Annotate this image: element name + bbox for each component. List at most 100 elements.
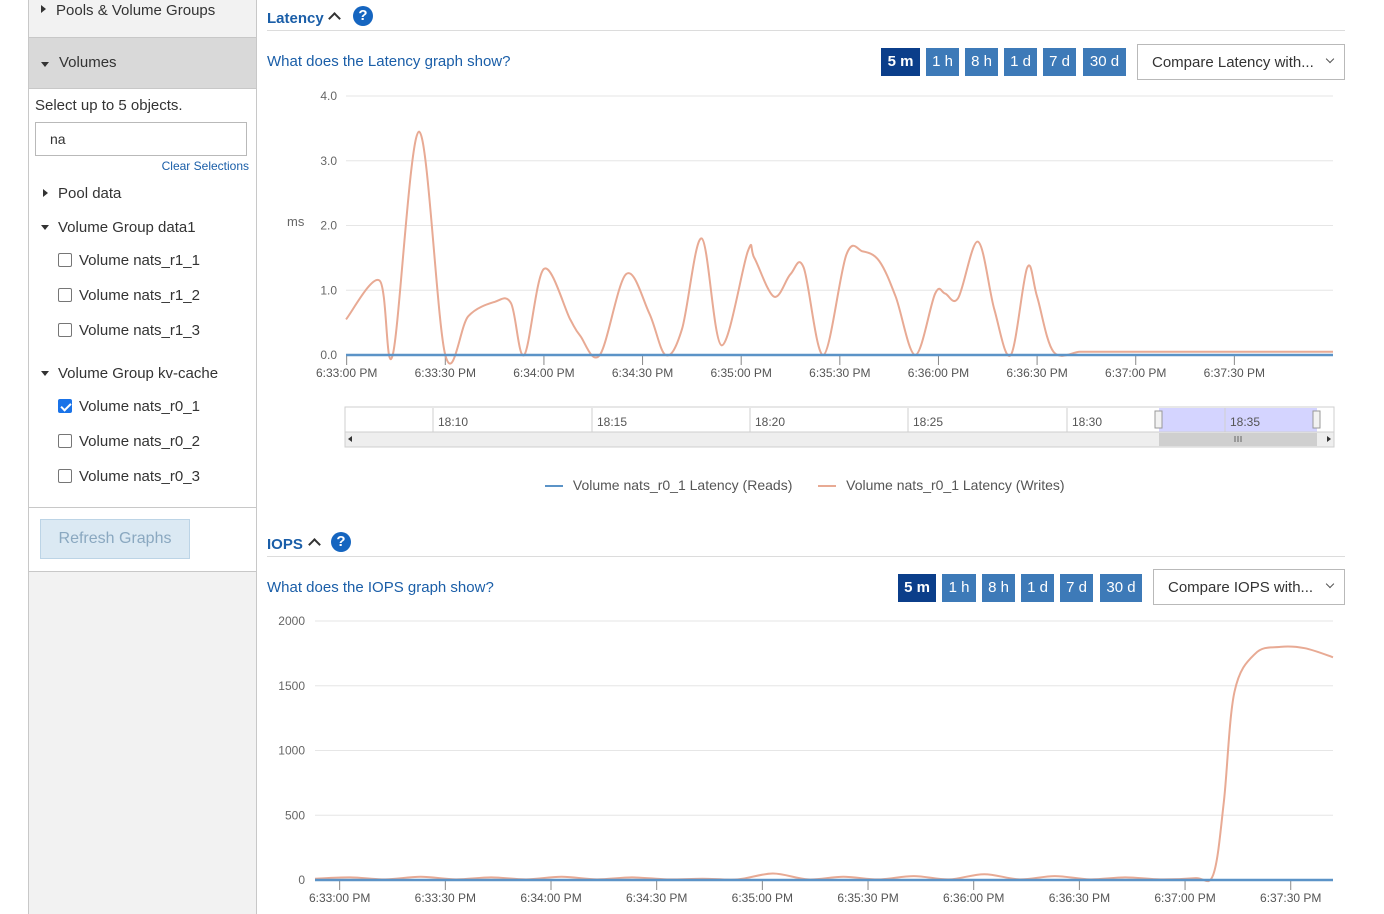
x-tick-label: 6:36:30 PM	[1049, 891, 1110, 905]
volume-label: Volume nats_r0_3	[79, 468, 200, 485]
caret-down-icon	[41, 371, 49, 376]
scroll-right-icon[interactable]	[1327, 436, 1331, 442]
navigator-tick-label: 18:25	[913, 415, 943, 429]
range-5m-button[interactable]: 5 m	[898, 574, 936, 602]
navigator-tick-label: 18:20	[755, 415, 785, 429]
checkbox[interactable]	[58, 323, 72, 337]
y-tick-label: 1.0	[320, 283, 337, 297]
x-tick-label: 6:34:00 PM	[513, 366, 574, 380]
volumes-panel: Select up to 5 objects. Clear Selections…	[29, 89, 256, 508]
tree-node-pool-data[interactable]: Pool data	[29, 181, 256, 207]
range-8h-button[interactable]: 8 h	[982, 574, 1015, 602]
tree-node-label: Volume Group kv-cache	[58, 365, 219, 382]
legend-swatch-reads	[545, 485, 563, 488]
volume-item[interactable]: Volume nats_r0_1	[29, 394, 256, 422]
caret-down-icon	[41, 62, 49, 67]
volume-label: Volume nats_r0_2	[79, 433, 200, 450]
iops-chart: 0 500 1000 1500 2000 6:33:00 PM 6:33:30 PM 6:34…	[278, 614, 1334, 905]
navigator-scrollbar[interactable]	[344, 431, 1335, 448]
tree-node-volume-group-data1[interactable]: Volume Group data1	[29, 215, 256, 241]
iops-info-link[interactable]: What does the IOPS graph show?	[267, 579, 494, 596]
x-tick-label: 6:33:30 PM	[415, 366, 476, 380]
clear-selections-link[interactable]: Clear Selections	[161, 159, 249, 173]
volume-item[interactable]: Volume nats_r1_1	[29, 248, 256, 276]
refresh-graphs-button[interactable]: Refresh Graphs	[40, 519, 190, 559]
chevron-down-icon	[1325, 54, 1335, 64]
range-1h-button[interactable]: 1 h	[942, 574, 976, 602]
iops-section-header: IOPS ?	[267, 526, 1345, 557]
range-1h-button[interactable]: 1 h	[926, 48, 959, 76]
caret-right-icon	[43, 189, 48, 197]
range-1d-button[interactable]: 1 d	[1021, 574, 1054, 602]
compare-latency-select[interactable]: Compare Latency with...	[1137, 44, 1345, 80]
x-tick-label: 6:33:00 PM	[316, 366, 377, 380]
navigator-tick-label: 18:15	[597, 415, 627, 429]
navigator-ticks: 18:10 18:15 18:20 18:25 18:30 18:35	[432, 408, 1260, 432]
help-icon[interactable]: ?	[353, 6, 373, 26]
range-1d-button[interactable]: 1 d	[1004, 48, 1037, 76]
legend-item-reads[interactable]: Volume nats_r0_1 Latency (Reads)	[545, 477, 792, 493]
y-tick-label: 2000	[278, 614, 305, 628]
y-tick-label: 3.0	[320, 154, 337, 168]
navigator-selected-window[interactable]	[1159, 408, 1317, 432]
section-title[interactable]: IOPS	[267, 536, 303, 553]
legend-swatch-writes	[818, 485, 837, 488]
x-tick-label: 6:35:30 PM	[809, 366, 870, 380]
range-5m-button[interactable]: 5 m	[881, 48, 920, 76]
checkbox[interactable]	[58, 469, 72, 483]
legend-label: Volume nats_r0_1 Latency (Writes)	[846, 477, 1065, 493]
range-30d-button[interactable]: 30 d	[1083, 48, 1126, 76]
volume-item[interactable]: Volume nats_r0_3	[29, 464, 256, 492]
checkbox[interactable]	[58, 253, 72, 267]
range-7d-button[interactable]: 7 d	[1043, 48, 1076, 76]
navigator-right-handle[interactable]	[1312, 410, 1321, 429]
navigator-tick-label: 18:10	[438, 415, 468, 429]
range-8h-button[interactable]: 8 h	[965, 48, 998, 76]
x-tick-label: 6:37:30 PM	[1260, 891, 1321, 905]
volume-label: Volume nats_r1_3	[79, 322, 200, 339]
navigator-tick-label: 18:35	[1230, 415, 1260, 429]
checkbox-checked[interactable]	[58, 399, 72, 413]
x-tick-label: 6:35:00 PM	[732, 891, 793, 905]
volume-item[interactable]: Volume nats_r0_2	[29, 429, 256, 457]
checkbox[interactable]	[58, 434, 72, 448]
accordion-label: Pools & Volume Groups	[56, 2, 216, 19]
navigator-tick-label: 18:30	[1072, 415, 1102, 429]
accordion-label: Volumes	[59, 54, 117, 71]
accordion-pools-volume-groups[interactable]: Pools & Volume Groups	[29, 0, 256, 38]
scroll-left-icon[interactable]	[348, 436, 352, 442]
series-writes-line[interactable]	[345, 130, 1333, 365]
y-tick-label: 2.0	[320, 219, 337, 233]
volume-label: Volume nats_r1_2	[79, 287, 200, 304]
tree-node-label: Volume Group data1	[58, 219, 196, 236]
select-value: Compare IOPS with...	[1168, 579, 1314, 596]
series-writes-line[interactable]	[314, 645, 1334, 883]
checkbox[interactable]	[58, 288, 72, 302]
filter-input[interactable]	[35, 122, 247, 156]
legend-item-writes[interactable]: Volume nats_r0_1 Latency (Writes)	[818, 477, 1065, 493]
legend-label: Volume nats_r0_1 Latency (Reads)	[572, 477, 793, 493]
x-tick-label: 6:34:30 PM	[626, 891, 687, 905]
x-tick-label: 6:36:00 PM	[908, 366, 969, 380]
range-30d-button[interactable]: 30 d	[1100, 574, 1142, 602]
section-title[interactable]: Latency	[267, 10, 324, 27]
help-icon[interactable]: ?	[331, 532, 351, 552]
select-value: Compare Latency with...	[1152, 54, 1314, 71]
collapse-icon[interactable]	[308, 538, 321, 551]
tree-node-volume-group-kv-cache[interactable]: Volume Group kv-cache	[29, 361, 256, 387]
navigator-left-handle[interactable]	[1154, 410, 1163, 429]
sidebar: Pools & Volume Groups Volumes Select up …	[28, 0, 257, 914]
latency-time-navigator[interactable]: 18:10 18:15 18:20 18:25 18:30 18:35	[344, 406, 1336, 450]
collapse-icon[interactable]	[328, 12, 341, 25]
accordion-volumes[interactable]: Volumes	[29, 38, 256, 89]
y-tick-label: 4.0	[320, 89, 337, 103]
range-7d-button[interactable]: 7 d	[1060, 574, 1093, 602]
compare-iops-select[interactable]: Compare IOPS with...	[1153, 569, 1345, 605]
x-tick-label: 6:37:00 PM	[1105, 366, 1166, 380]
refresh-area: Refresh Graphs	[29, 508, 256, 572]
latency-info-link[interactable]: What does the Latency graph show?	[267, 53, 511, 70]
caret-down-icon	[41, 225, 49, 230]
volume-item[interactable]: Volume nats_r1_3	[29, 318, 256, 346]
tree-node-label: Pool data	[58, 185, 122, 202]
volume-item[interactable]: Volume nats_r1_2	[29, 283, 256, 311]
